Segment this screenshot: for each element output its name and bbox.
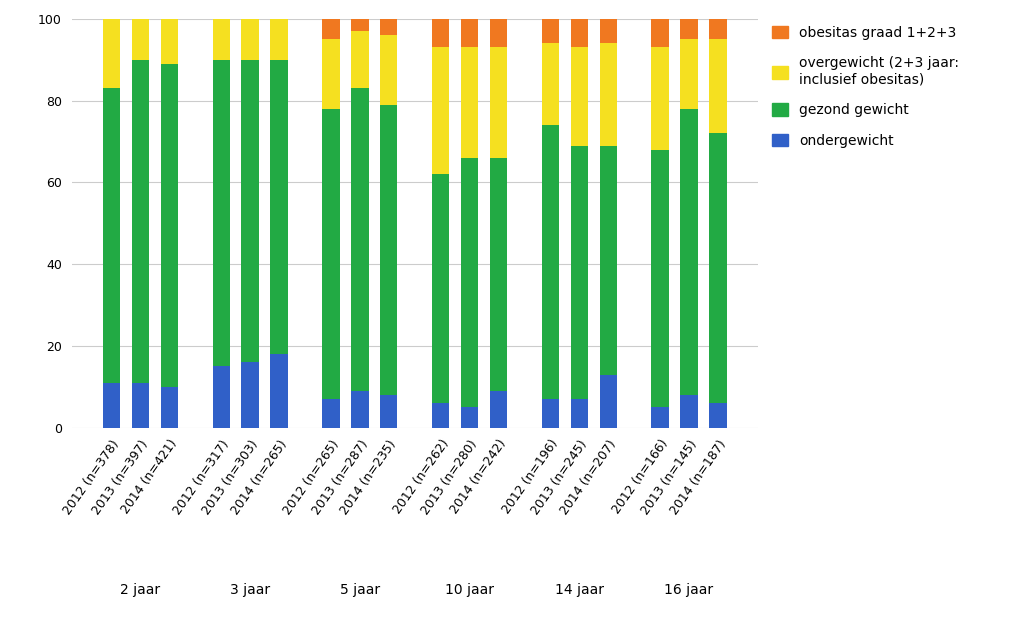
Bar	[242, 19, 259, 60]
Bar	[242, 362, 259, 428]
Bar	[570, 145, 588, 399]
Bar	[461, 19, 478, 47]
Bar	[351, 391, 369, 428]
Bar	[323, 39, 340, 109]
Bar	[323, 399, 340, 428]
Bar	[489, 158, 507, 391]
Bar	[132, 382, 150, 428]
Bar	[542, 19, 559, 43]
Bar	[651, 408, 669, 428]
Bar	[710, 133, 727, 403]
Bar	[351, 88, 369, 391]
Bar	[270, 354, 288, 428]
Text: 10 jaar: 10 jaar	[445, 583, 495, 597]
Bar	[323, 109, 340, 399]
Bar	[599, 145, 616, 374]
Bar	[102, 382, 120, 428]
Bar	[432, 19, 450, 47]
Bar	[680, 19, 697, 39]
Bar	[710, 19, 727, 39]
Bar	[461, 47, 478, 158]
Bar	[651, 19, 669, 47]
Text: 14 jaar: 14 jaar	[555, 583, 604, 597]
Bar	[213, 19, 230, 60]
Bar	[680, 109, 697, 395]
Bar	[161, 387, 178, 428]
Bar	[132, 60, 150, 382]
Bar	[270, 19, 288, 60]
Bar	[102, 19, 120, 88]
Bar	[599, 374, 616, 428]
Bar	[461, 408, 478, 428]
Bar	[542, 125, 559, 399]
Bar	[489, 47, 507, 158]
Bar	[323, 19, 340, 39]
Bar	[651, 48, 669, 150]
Bar	[213, 366, 230, 428]
Bar	[242, 60, 259, 362]
Bar	[161, 19, 178, 64]
Text: 16 jaar: 16 jaar	[665, 583, 714, 597]
Bar	[380, 104, 397, 395]
Bar	[432, 47, 450, 174]
Bar	[680, 395, 697, 428]
Bar	[351, 31, 369, 88]
Bar	[710, 39, 727, 133]
Text: 3 jaar: 3 jaar	[230, 583, 270, 597]
Text: 5 jaar: 5 jaar	[340, 583, 380, 597]
Bar	[710, 403, 727, 428]
Bar	[570, 399, 588, 428]
Bar	[570, 48, 588, 145]
Bar	[542, 43, 559, 125]
Bar	[599, 43, 616, 145]
Bar	[432, 403, 450, 428]
Bar	[489, 391, 507, 428]
Bar	[270, 60, 288, 354]
Bar	[380, 19, 397, 35]
Bar	[489, 19, 507, 47]
Bar	[161, 64, 178, 387]
Bar	[351, 19, 369, 31]
Bar	[461, 158, 478, 408]
Bar	[542, 399, 559, 428]
Bar	[680, 39, 697, 109]
Bar	[102, 88, 120, 382]
Bar	[599, 19, 616, 43]
Text: 2 jaar: 2 jaar	[121, 583, 161, 597]
Bar	[380, 395, 397, 428]
Bar	[213, 60, 230, 366]
Bar	[380, 35, 397, 104]
Bar	[432, 174, 450, 403]
Bar	[651, 150, 669, 408]
Bar	[570, 19, 588, 47]
Bar	[132, 19, 150, 60]
Legend: obesitas graad 1+2+3, overgewicht (2+3 jaar:
inclusief obesitas), gezond gewicht: obesitas graad 1+2+3, overgewicht (2+3 j…	[771, 26, 959, 148]
